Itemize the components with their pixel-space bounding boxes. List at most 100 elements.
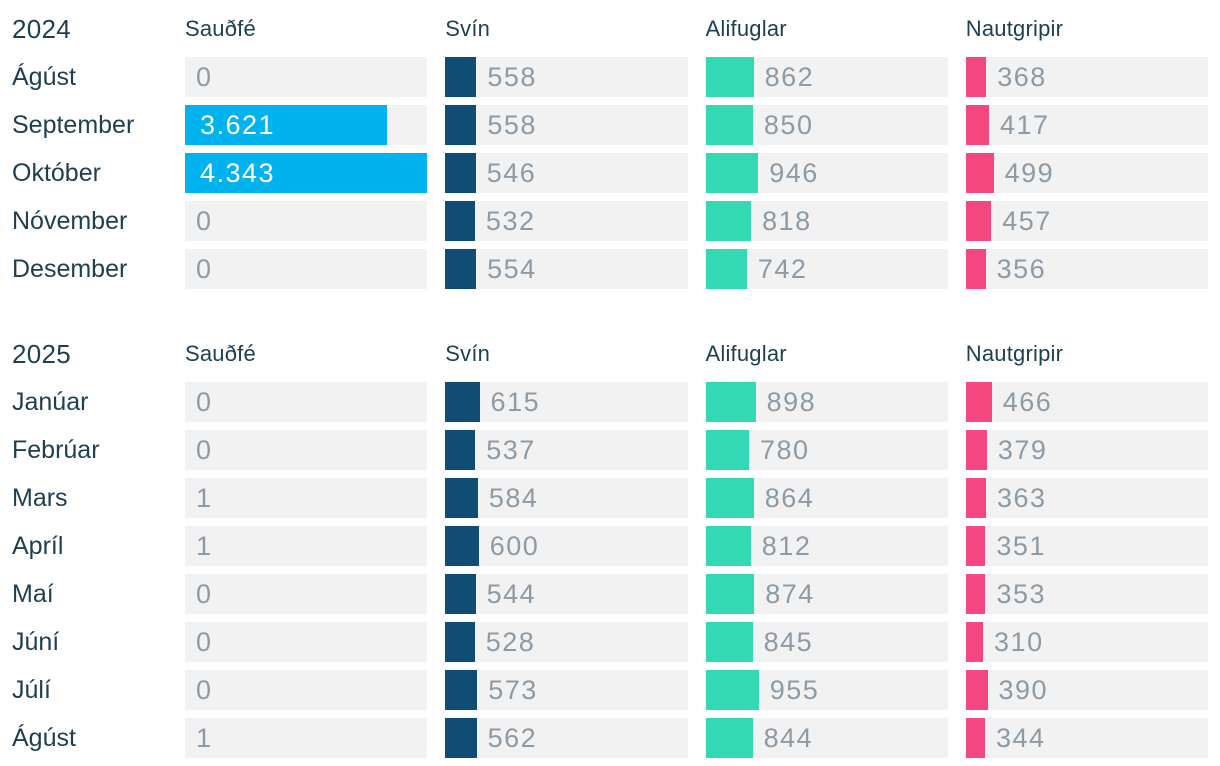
bar-track: 379 (965, 430, 1208, 470)
bar-track: 544 (445, 574, 688, 614)
value-cell: 874 (705, 574, 948, 614)
bar-track: 1 (185, 478, 428, 518)
month-label: Nóvember (12, 206, 128, 235)
value-cell: 818 (705, 201, 948, 241)
value-label: 812 (761, 530, 812, 561)
value-cell: 850 (705, 105, 948, 145)
value-cell: 310 (965, 622, 1208, 662)
value-bar (705, 670, 759, 710)
value-bar (185, 153, 428, 193)
value-bar (705, 105, 753, 145)
value-cell: 532 (445, 201, 688, 241)
value-cell: 780 (705, 430, 948, 470)
value-bar (705, 718, 753, 758)
value-cell: 554 (445, 249, 688, 289)
bar-track: 363 (965, 478, 1208, 518)
bar-track: 562 (445, 718, 688, 758)
bar-track: 850 (705, 105, 948, 145)
bar-track: 558 (445, 105, 688, 145)
bar-track: 4.343 (185, 153, 428, 193)
year-section-2024: 2024 Sauðfé Svín Alifuglar Nautgripir Ágúst… (12, 5, 1208, 293)
bar-track: 310 (965, 622, 1208, 662)
bar-track: 546 (445, 153, 688, 193)
month-label: Febrúar (12, 435, 100, 464)
month-label: Júlí (12, 675, 51, 704)
month-label: September (12, 110, 135, 139)
value-label: 532 (485, 205, 536, 236)
value-bar (445, 526, 479, 566)
value-cell: 558 (445, 57, 688, 97)
value-bar (965, 622, 984, 662)
value-cell: 368 (965, 57, 1208, 97)
value-bar (965, 478, 986, 518)
bar-track: 955 (705, 670, 948, 710)
value-bar (965, 153, 994, 193)
value-cell: 363 (965, 478, 1208, 518)
bar-track: 742 (705, 249, 948, 289)
value-bar (965, 382, 992, 422)
value-label: 353 (996, 578, 1046, 609)
value-label: 0 (196, 205, 213, 236)
value-label: 3.621 (200, 109, 276, 140)
value-bar (965, 718, 985, 758)
bar-track: 615 (445, 382, 688, 422)
table-row: Október 4.343 546 946 499 (12, 149, 1208, 197)
bar-track: 600 (445, 526, 688, 566)
value-bar (445, 574, 476, 614)
column-header-sauðfé: Sauðfé (185, 16, 256, 41)
value-bar (965, 201, 992, 241)
table-row: September 3.621 558 850 417 (12, 101, 1208, 149)
value-label: 390 (998, 674, 1049, 705)
bar-track: 1 (185, 718, 428, 758)
bar-track: 812 (705, 526, 948, 566)
value-bar (965, 574, 986, 614)
bar-track: 946 (705, 153, 948, 193)
value-label: 344 (995, 722, 1046, 753)
value-label: 0 (196, 253, 213, 284)
value-cell: 864 (705, 478, 948, 518)
value-cell: 1 (185, 478, 428, 518)
month-label: Júní (12, 627, 60, 656)
bar-track: 537 (445, 430, 688, 470)
column-header-alifuglar: Alifuglar (705, 16, 787, 41)
value-cell: 390 (965, 670, 1208, 710)
bar-track: 0 (185, 201, 428, 241)
month-label: Desember (12, 254, 128, 283)
value-label: 0 (196, 434, 213, 465)
value-bar (965, 526, 986, 566)
value-label: 615 (490, 386, 541, 417)
column-header-sauðfé: Sauðfé (185, 341, 256, 366)
bar-track: 0 (185, 430, 428, 470)
value-cell: 615 (445, 382, 688, 422)
value-cell: 356 (965, 249, 1208, 289)
value-cell: 742 (705, 249, 948, 289)
month-label: Ágúst (12, 62, 76, 91)
value-label: 558 (487, 61, 537, 92)
bar-track: 0 (185, 574, 428, 614)
value-label: 1 (196, 530, 213, 561)
value-cell: 844 (705, 718, 948, 758)
value-label: 0 (196, 578, 213, 609)
value-bar (705, 574, 755, 614)
year-label: 2024 (12, 13, 72, 44)
month-label: Mars (12, 483, 68, 512)
value-bar (445, 249, 477, 289)
value-bar (445, 201, 475, 241)
value-cell: 0 (185, 622, 428, 662)
value-cell: 862 (705, 57, 948, 97)
bar-track: 466 (965, 382, 1208, 422)
value-cell: 537 (445, 430, 688, 470)
bar-track: 532 (445, 201, 688, 241)
bar-track: 351 (965, 526, 1208, 566)
value-cell: 558 (445, 105, 688, 145)
value-bar (445, 153, 476, 193)
bar-track: 584 (445, 478, 688, 518)
value-label: 1 (196, 722, 213, 753)
value-bar (705, 382, 756, 422)
table-row: Ágúst 0 558 862 368 (12, 53, 1208, 101)
value-cell: 3.621 (185, 105, 428, 145)
bar-track: 3.621 (185, 105, 428, 145)
bar-track: 874 (705, 574, 948, 614)
value-label: 544 (486, 578, 537, 609)
